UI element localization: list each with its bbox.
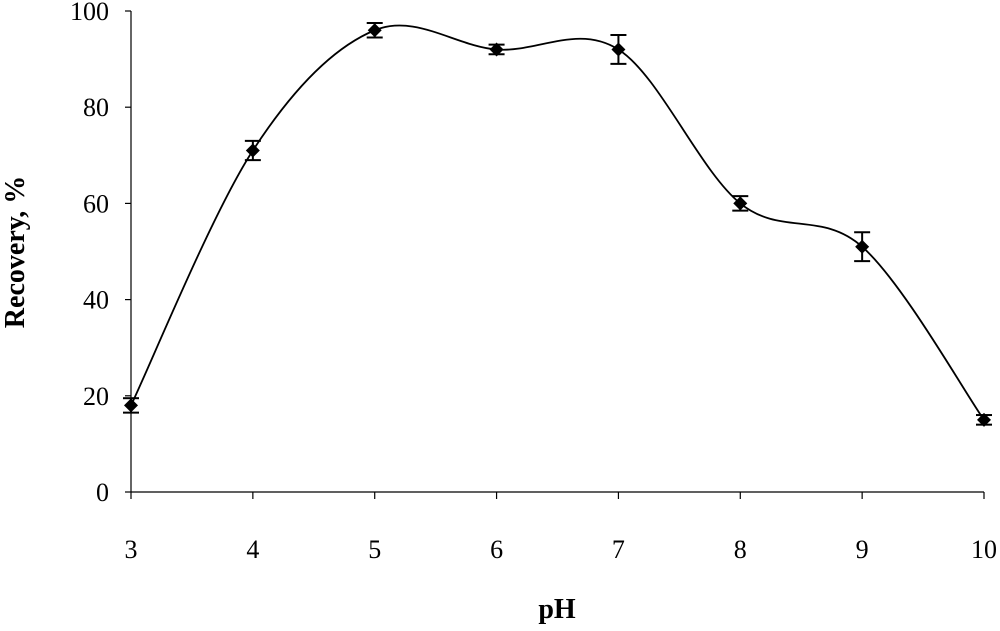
- y-tick-label: 40: [83, 286, 109, 315]
- x-tick-label: 9: [856, 535, 869, 564]
- y-tick-label: 80: [83, 93, 109, 122]
- data-point-marker: [245, 143, 260, 158]
- data-points: [124, 23, 991, 427]
- x-axis-title: pH: [538, 594, 576, 625]
- y-axis-ticks: 0 20 40 60 80 100: [70, 0, 131, 507]
- y-tick-label: 100: [70, 0, 109, 26]
- x-tick-label: 4: [246, 535, 259, 564]
- data-point-marker: [489, 42, 504, 57]
- y-tick-label: 0: [96, 478, 109, 507]
- x-tick-label: 3: [125, 535, 138, 564]
- x-axis-ticks: 3 4 5 6 7 8 9 10: [125, 492, 997, 564]
- y-axis-title: Recovery, %: [0, 176, 31, 328]
- data-point-marker: [733, 196, 748, 211]
- x-tick-label: 5: [368, 535, 381, 564]
- y-tick-label: 60: [83, 189, 109, 218]
- x-tick-label: 10: [971, 535, 997, 564]
- data-point-marker: [855, 239, 870, 254]
- y-tick-label: 20: [83, 382, 109, 411]
- data-point-marker: [367, 23, 382, 38]
- data-point-marker: [124, 398, 138, 413]
- data-point-marker: [611, 42, 626, 57]
- x-tick-label: 8: [734, 535, 747, 564]
- data-point-marker: [977, 412, 991, 427]
- x-tick-label: 6: [490, 535, 503, 564]
- recovery-curve: [130, 24, 985, 421]
- x-tick-label: 7: [612, 535, 625, 564]
- error-bars: [123, 22, 992, 426]
